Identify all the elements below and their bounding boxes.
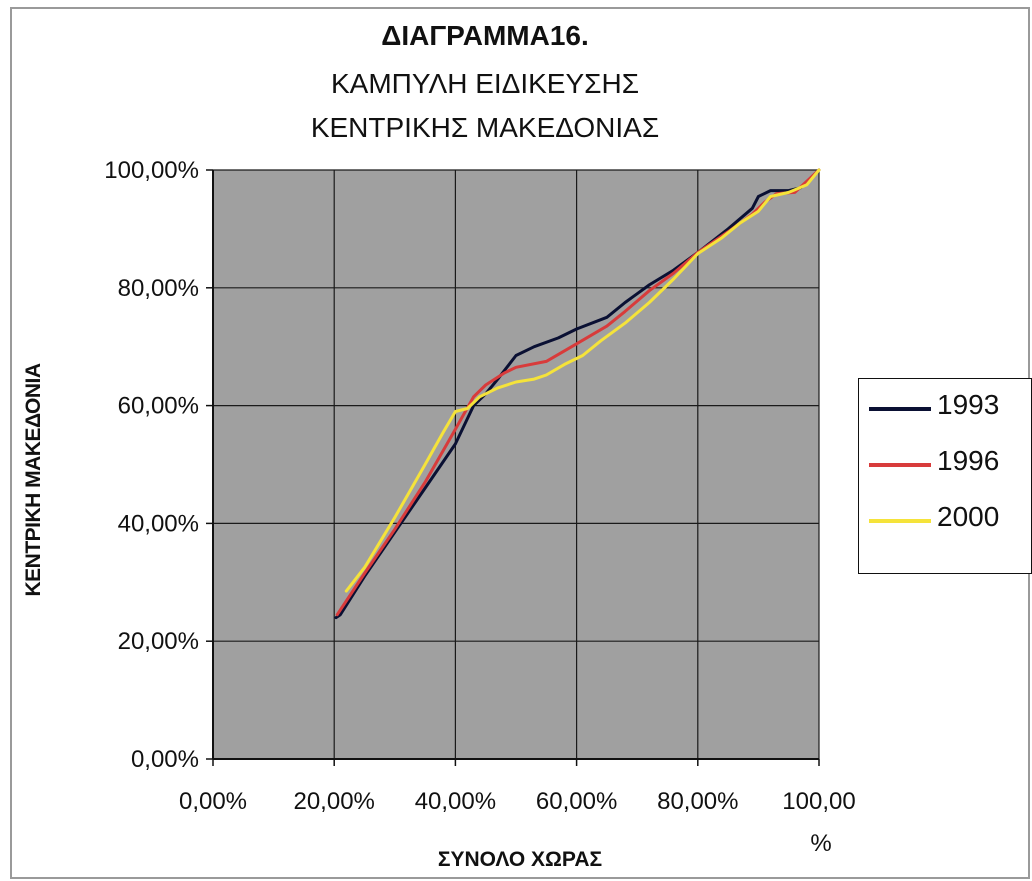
chart-title: ΔΙΑΓΡΑΜΜΑ16.: [381, 20, 589, 51]
series-line-2000: [344, 168, 821, 593]
x-tick-label: 80,00%: [657, 788, 738, 815]
legend-swatch: [869, 407, 931, 411]
x-tick-label: 60,00%: [536, 788, 617, 815]
x-tick-label: 100,00: [782, 788, 855, 815]
y-tick-label: 0,00%: [131, 746, 199, 773]
legend-swatch: [869, 463, 931, 467]
legend-label: 1993: [937, 389, 1000, 420]
chart-subtitle-line2: ΚΕΝΤΡΙΚΗΣ ΜΑΚΕΔΟΝΙΑΣ: [310, 112, 660, 143]
y-tick-label: 100,00%: [104, 157, 199, 184]
x-tick-label: 20,00%: [293, 788, 374, 815]
legend-item-2000: 2000: [869, 501, 1032, 541]
series-line-1996: [335, 168, 821, 617]
x-tick-label: 0,00%: [179, 788, 247, 815]
legend-label: 2000: [937, 501, 1000, 532]
x-tick-label-wrap: %: [810, 830, 831, 857]
legend-item-1993: 1993: [869, 389, 1032, 429]
series-line-1993: [334, 168, 821, 620]
legend-label: 1996: [937, 445, 1000, 476]
y-tick-label: 40,00%: [118, 510, 199, 537]
y-tick-label: 20,00%: [118, 628, 199, 655]
y-tick-label: 60,00%: [118, 393, 199, 420]
y-tick-label: 80,00%: [118, 275, 199, 302]
plot-area: [213, 170, 819, 759]
legend: 1993 1996 2000: [858, 378, 1032, 574]
x-axis-title: ΣΥΝΟΛΟ ΧΩΡΑΣ: [437, 848, 603, 871]
legend-swatch: [869, 519, 931, 523]
legend-item-1996: 1996: [869, 445, 1032, 485]
x-tick-label: 40,00%: [415, 788, 496, 815]
chart-subtitle-line1: ΚΑΜΠΥΛΗ ΕΙΔΙΚΕΥΣΗΣ: [331, 68, 639, 99]
